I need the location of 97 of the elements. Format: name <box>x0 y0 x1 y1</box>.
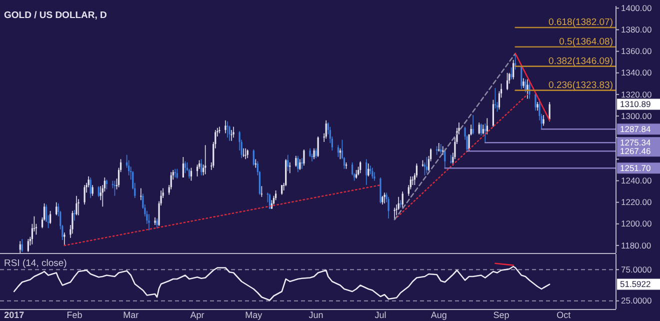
candlestick <box>317 136 319 158</box>
annotation: 1267.46 <box>620 146 651 156</box>
candlestick <box>388 196 390 219</box>
candlestick <box>72 210 74 234</box>
x-tick-label: Oct <box>556 310 572 320</box>
candlestick <box>534 92 536 112</box>
candlestick <box>295 156 297 168</box>
x-tick-label: Jul <box>374 310 386 320</box>
x-tick-label: May <box>245 310 263 320</box>
candlestick <box>19 240 21 253</box>
text: GOLD / US DOLLAR, D <box>4 10 108 21</box>
candlestick <box>148 214 150 231</box>
candlestick <box>274 190 277 201</box>
text: 51.5922 <box>620 279 651 290</box>
candlestick <box>486 118 488 135</box>
annotation: 1287.84 <box>620 124 651 134</box>
candlestick <box>156 218 158 229</box>
x-tick-label: Sep <box>493 310 510 320</box>
candlestick <box>380 177 382 204</box>
candlestick <box>92 184 94 196</box>
y-tick-label: 25.0000 <box>621 296 652 306</box>
candlestick <box>228 125 230 142</box>
candlestick <box>297 156 299 173</box>
candlestick <box>184 160 186 174</box>
y-tick-label: 1200.00 <box>621 218 652 229</box>
x-tick-label: Jun <box>308 310 324 320</box>
x-tick-label: Mar <box>123 310 139 320</box>
candlestick <box>366 158 368 186</box>
annotation: 1251.70 <box>620 163 651 174</box>
candlestick <box>50 210 52 224</box>
candlestick <box>200 158 202 176</box>
candlestick <box>548 102 550 122</box>
y-tick-label: 1380.00 <box>621 24 652 35</box>
candlestick <box>426 156 428 174</box>
candlestick <box>315 148 317 158</box>
x-tick-label: Feb <box>66 310 82 320</box>
candlestick <box>492 99 494 128</box>
candlestick <box>226 121 228 138</box>
candlestick <box>76 195 78 216</box>
candlestick <box>64 232 66 246</box>
y-tick-label: 1300.00 <box>621 110 652 121</box>
candlestick <box>106 179 108 190</box>
candlestick <box>472 114 474 135</box>
candlestick <box>204 144 206 175</box>
annotation: 0.382(1346.09) <box>548 56 613 67</box>
candlestick <box>478 122 480 135</box>
candlestick <box>281 184 283 196</box>
candlestick <box>190 167 192 182</box>
y-tick-label: 1400.00 <box>621 2 652 13</box>
candlestick <box>182 156 184 178</box>
y-tick-label: 1220.00 <box>621 197 652 208</box>
candlestick <box>176 168 178 179</box>
candlestick <box>512 60 514 80</box>
candlestick <box>224 120 226 134</box>
x-tick-label: Apr <box>190 310 204 320</box>
candlestick <box>313 148 315 160</box>
chart-title: RSI (14, close) <box>4 258 67 269</box>
candlestick <box>368 163 370 177</box>
y-tick-label: 1360.00 <box>621 46 652 56</box>
candlestick <box>56 202 58 216</box>
candlestick <box>360 160 362 174</box>
x-tick-label: Aug <box>430 310 447 320</box>
annotation: 0.618(1382.07) <box>548 16 613 28</box>
candlestick <box>98 186 100 198</box>
candlestick <box>252 149 254 166</box>
x-tick-label: 2017 <box>4 310 24 320</box>
candlestick <box>542 114 544 126</box>
candlestick <box>303 149 305 166</box>
candlestick <box>78 198 80 216</box>
candlestick <box>90 177 92 198</box>
y-tick-label: 1320.00 <box>621 89 652 100</box>
y-tick-label: 75.0000 <box>621 264 652 274</box>
candlestick <box>299 158 301 170</box>
annotation: 0.5(1364.08) <box>559 36 613 48</box>
y-tick-label: 1240.00 <box>621 176 652 186</box>
annotation: 1275.34 <box>620 138 651 148</box>
y-tick-label: 1340.00 <box>621 68 652 78</box>
candlestick <box>402 191 404 208</box>
candlestick <box>482 124 484 135</box>
text: 1310.89 <box>620 99 651 110</box>
candlestick <box>325 120 327 140</box>
candlestick <box>522 78 524 88</box>
candlestick <box>301 158 303 170</box>
candlestick <box>74 209 76 222</box>
candlestick <box>480 123 482 136</box>
annotation: 0.236(1323.83) <box>548 80 613 91</box>
candlestick <box>260 186 263 198</box>
y-tick-label: 1180.00 <box>621 240 652 250</box>
candlestick <box>384 192 386 204</box>
candlestick <box>372 167 374 179</box>
candlestick <box>21 238 23 252</box>
candlestick <box>232 126 234 138</box>
candlestick <box>287 154 289 172</box>
candlestick <box>84 184 86 205</box>
candlestick <box>27 238 29 252</box>
candlestick <box>196 164 198 177</box>
candlestick <box>506 72 508 91</box>
